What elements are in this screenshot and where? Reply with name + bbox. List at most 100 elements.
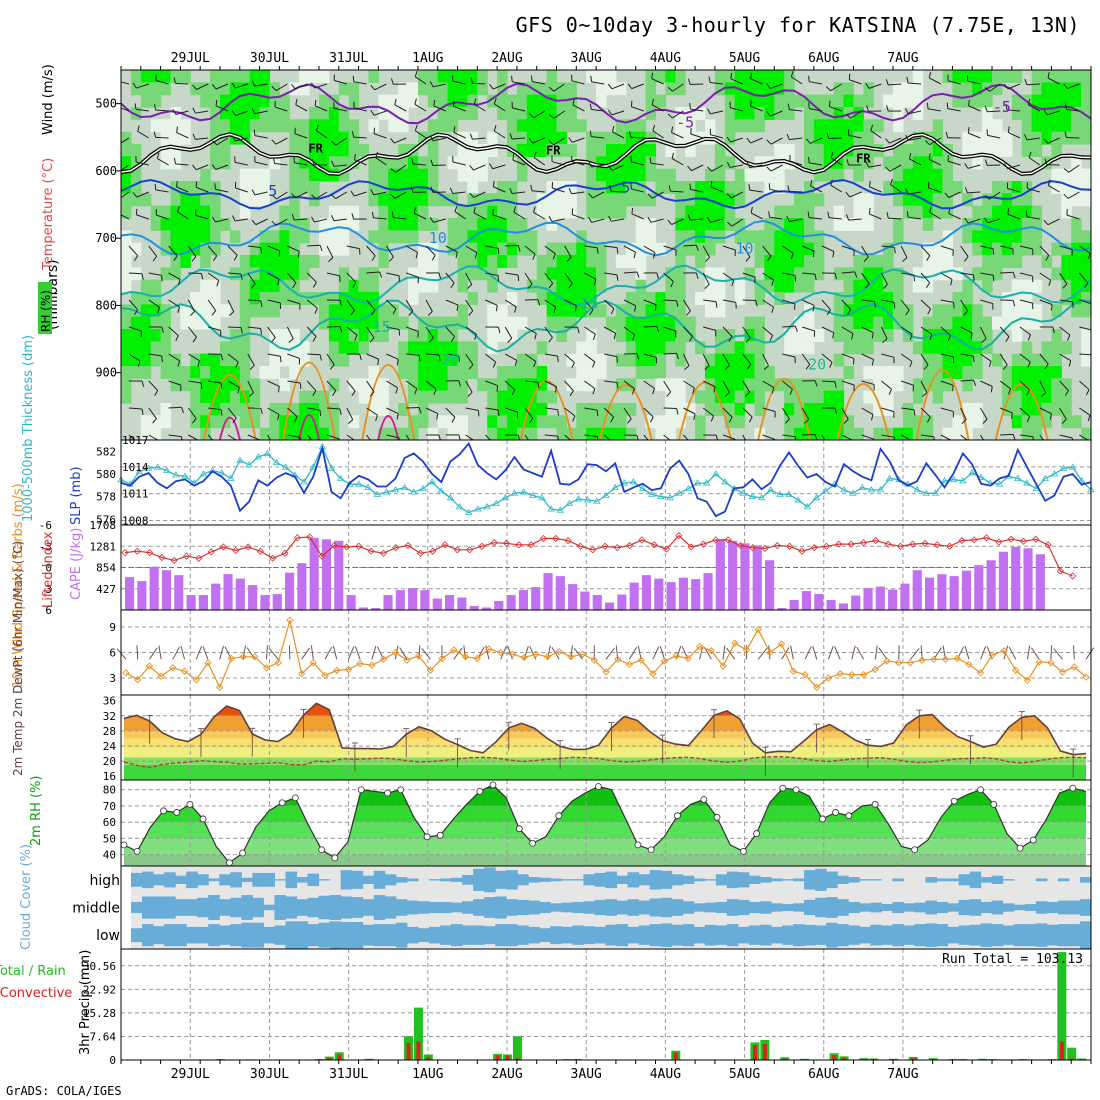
- li-point: [342, 543, 351, 551]
- date-label: 1AUG: [412, 51, 443, 66]
- isotherm-label: FR: [546, 143, 561, 157]
- rh-cell: [754, 119, 765, 133]
- barb: [334, 80, 347, 85]
- rh-cell: [754, 366, 765, 379]
- rh-cell: [734, 279, 746, 293]
- rh-cell: [962, 353, 973, 367]
- barb: [346, 245, 360, 250]
- rh-cell: [427, 427, 439, 440]
- rh-cell: [328, 131, 340, 145]
- cloud-cover-panel: high middle low Cloud Cover (%): [19, 844, 1092, 950]
- barb: [553, 83, 565, 92]
- rh-cell: [1021, 353, 1033, 367]
- rh-cell: [625, 403, 637, 416]
- rh-cell: [140, 279, 152, 293]
- rh-cell: [279, 353, 290, 367]
- cloud-bar: [914, 902, 926, 913]
- thickness-point: [199, 470, 208, 477]
- barb-feather: [929, 334, 933, 341]
- cape-bar: [580, 591, 590, 610]
- barb: [980, 353, 992, 362]
- barb: [375, 157, 387, 166]
- rh-cell: [1041, 82, 1053, 96]
- rh-cell: [190, 193, 201, 207]
- rh-point: [990, 800, 998, 808]
- cloud-bar: [859, 879, 871, 881]
- thickness-point: [410, 488, 418, 495]
- barb: [267, 353, 281, 357]
- barb-feather: [787, 185, 790, 192]
- rh-cell: [427, 181, 439, 194]
- rh-band: [124, 854, 1086, 866]
- rh-cell: [210, 144, 221, 157]
- cloud-bar: [671, 874, 684, 886]
- rh-cell: [368, 390, 379, 404]
- rh-cell: [289, 403, 300, 416]
- barb-feather: [251, 80, 256, 87]
- barb: [801, 353, 811, 365]
- barb-feather: [492, 180, 495, 187]
- rh-cell: [794, 378, 805, 392]
- barb-feather: [414, 388, 418, 395]
- rh-cell: [982, 193, 993, 207]
- rh-cell: [328, 415, 340, 429]
- barb-feather: [670, 281, 674, 288]
- barb-feather: [671, 152, 675, 159]
- rh-cell: [447, 427, 459, 440]
- barb: [643, 353, 657, 358]
- barb: [227, 353, 239, 363]
- cloud-bar: [417, 901, 430, 914]
- surface-barb: [1008, 646, 1017, 660]
- rh-cell: [566, 304, 577, 318]
- barb: [531, 81, 545, 85]
- rh-cell: [427, 168, 439, 182]
- barb: [414, 76, 427, 85]
- rh-cell: [586, 193, 597, 207]
- barb: [742, 407, 753, 418]
- rh-cell: [982, 218, 993, 231]
- rh-cell: [536, 107, 548, 120]
- rh-cell: [526, 353, 538, 367]
- rh-cell: [1051, 329, 1062, 342]
- li-point: [490, 539, 498, 547]
- cloud-bar: [351, 870, 364, 889]
- thickness-point: [336, 474, 345, 481]
- rh-cell: [893, 267, 904, 281]
- barb: [187, 407, 197, 419]
- rh-cell: [784, 415, 795, 429]
- rh-cell: [318, 70, 330, 83]
- temp-band: [124, 715, 1086, 731]
- barb-feather: [237, 442, 239, 448]
- rh-cell: [754, 94, 765, 108]
- rh-cell: [160, 415, 172, 429]
- barb: [465, 245, 478, 254]
- barb: [769, 83, 783, 89]
- cloud-bar: [186, 899, 198, 916]
- barb-feather: [1026, 416, 1031, 423]
- rh-cell: [408, 267, 419, 281]
- rh-cell: [556, 267, 568, 281]
- cape-bar: [211, 583, 221, 610]
- rh-cell: [863, 267, 874, 281]
- barb-feather: [569, 390, 574, 396]
- barb: [405, 245, 418, 253]
- barb-feather: [339, 326, 343, 333]
- li-point: [822, 542, 831, 550]
- cloud-bar: [969, 871, 982, 889]
- barb-feather: [200, 273, 204, 280]
- barb-feather: [377, 359, 380, 366]
- rh-cell: [675, 255, 686, 268]
- rh-cell: [685, 119, 696, 133]
- rh-cell: [586, 366, 597, 379]
- rh-cell: [784, 230, 795, 244]
- rh-cell: [1061, 119, 1072, 133]
- rh-cell: [1031, 403, 1043, 416]
- barb: [1047, 218, 1060, 226]
- thickness-point: [785, 490, 793, 497]
- rh-cell: [744, 341, 756, 355]
- barb-feather: [453, 126, 456, 133]
- cloud-bar: [682, 924, 695, 947]
- rh-cell: [1001, 378, 1013, 392]
- rh-cell: [843, 82, 855, 96]
- axis-ticks: -6 -3 0 3 6 427 854 1281 1708: [39, 519, 117, 617]
